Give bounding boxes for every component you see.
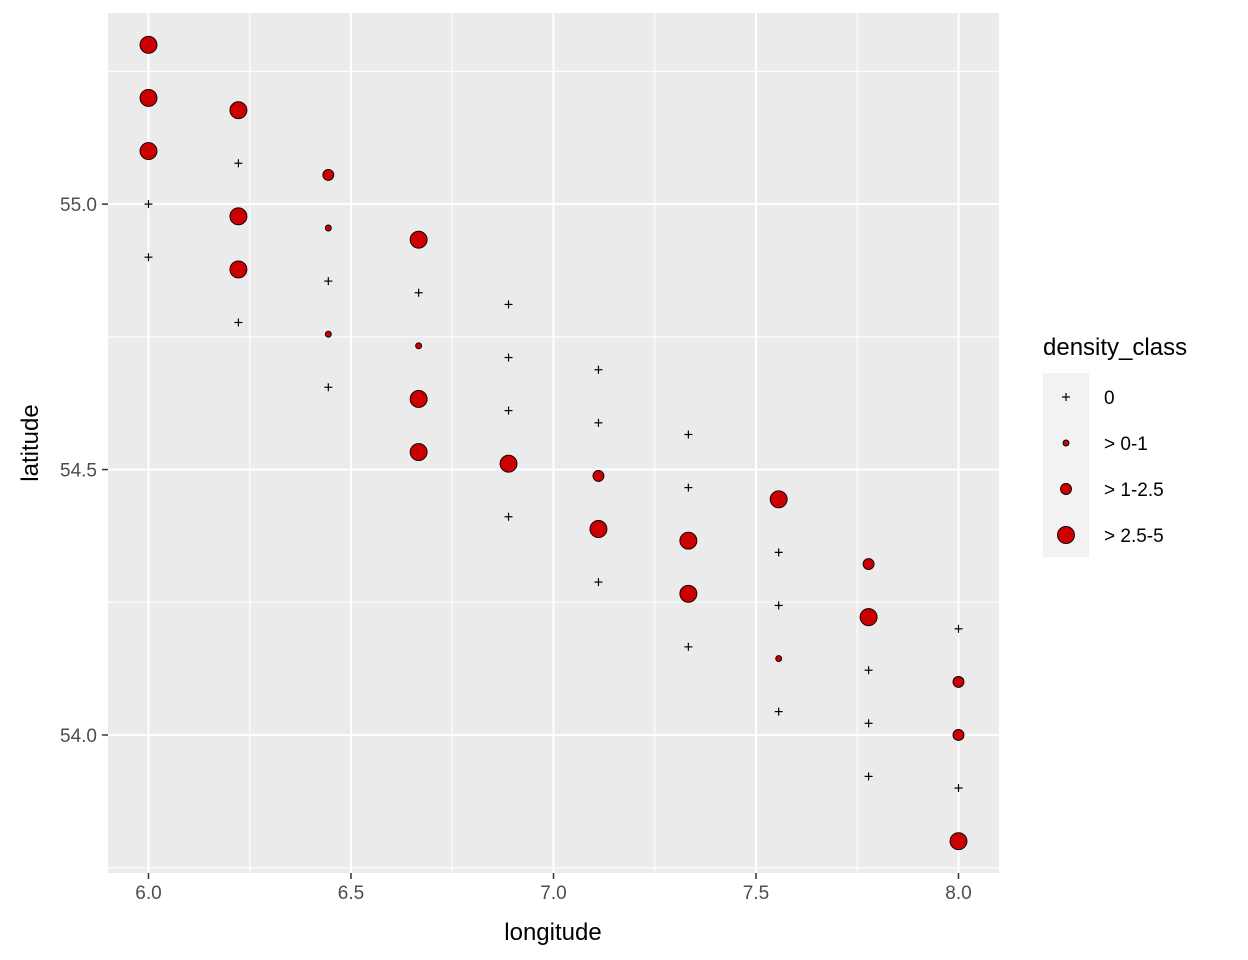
data-point <box>415 342 423 350</box>
data-point <box>324 224 332 232</box>
data-point <box>862 558 875 570</box>
data-point <box>775 655 783 662</box>
x-tick-label: 8.0 <box>945 883 971 904</box>
legend-title: density_class <box>1043 334 1187 361</box>
data-point <box>864 666 873 675</box>
data-point <box>229 260 248 279</box>
data-point <box>594 418 603 427</box>
data-point <box>684 430 693 439</box>
data-point <box>139 35 158 54</box>
x-tick-label: 7.5 <box>743 883 769 904</box>
legend-entry-label: > 0-1 <box>1104 434 1148 455</box>
y-tick-label: 55.0 <box>60 195 97 216</box>
data-point <box>952 675 965 688</box>
data-point <box>504 353 513 362</box>
data-point <box>679 584 698 603</box>
data-point <box>504 512 513 521</box>
data-point <box>684 483 693 492</box>
x-axis-title: longitude <box>504 919 601 946</box>
data-point <box>684 642 693 651</box>
y-tick-label: 54.0 <box>60 726 97 747</box>
y-axis-title: latitude <box>17 404 44 481</box>
y-axis-ticks: 54.0 54.5 55.0 <box>60 195 108 747</box>
data-point <box>324 277 333 286</box>
data-point <box>679 531 698 550</box>
legend-key-symbol <box>1057 526 1075 544</box>
data-point <box>234 318 243 327</box>
data-point <box>229 101 248 120</box>
data-point <box>324 383 333 392</box>
data-point <box>594 365 603 374</box>
data-point <box>592 469 605 482</box>
data-point <box>589 520 608 538</box>
data-point <box>409 230 428 249</box>
x-tick-label: 6.0 <box>135 883 161 904</box>
data-point <box>774 601 783 610</box>
data-point <box>234 159 243 168</box>
data-point <box>864 772 873 781</box>
data-point <box>859 608 878 627</box>
data-point <box>774 548 783 557</box>
legend-key-symbol <box>1062 439 1070 447</box>
legend-entry-label: > 1-2.5 <box>1104 480 1164 501</box>
data-point <box>952 729 965 741</box>
data-point <box>409 389 428 408</box>
data-point <box>949 832 968 851</box>
data-point <box>144 253 153 262</box>
legend-key-symbol <box>1062 393 1070 401</box>
data-point <box>414 288 423 297</box>
data-point <box>139 142 158 160</box>
legend-entry-label: 0 <box>1104 388 1115 409</box>
data-point <box>499 454 518 473</box>
data-point <box>409 443 428 461</box>
data-points <box>139 35 968 851</box>
data-point <box>139 88 158 107</box>
x-tick-label: 7.0 <box>540 883 566 904</box>
data-point <box>144 200 153 209</box>
data-point <box>322 168 335 181</box>
data-point <box>954 624 963 633</box>
x-tick-label: 6.5 <box>338 883 364 904</box>
y-tick-label: 54.5 <box>60 461 97 482</box>
data-point <box>324 330 332 338</box>
data-point <box>504 300 513 309</box>
data-point <box>229 207 248 226</box>
data-point <box>954 784 963 793</box>
legend-entry-label: > 2.5-5 <box>1104 526 1164 547</box>
x-axis-ticks: 6.0 6.5 7.0 7.5 8.0 <box>135 873 972 904</box>
data-point <box>504 406 513 415</box>
data-point <box>774 707 783 716</box>
data-point <box>594 578 603 587</box>
legend-key-symbol <box>1060 483 1072 495</box>
data-point <box>769 490 788 509</box>
legend: density_class 0 > 0-1 > 1-2.5 > 2.5-5 <box>1043 334 1187 557</box>
data-point <box>864 719 873 728</box>
